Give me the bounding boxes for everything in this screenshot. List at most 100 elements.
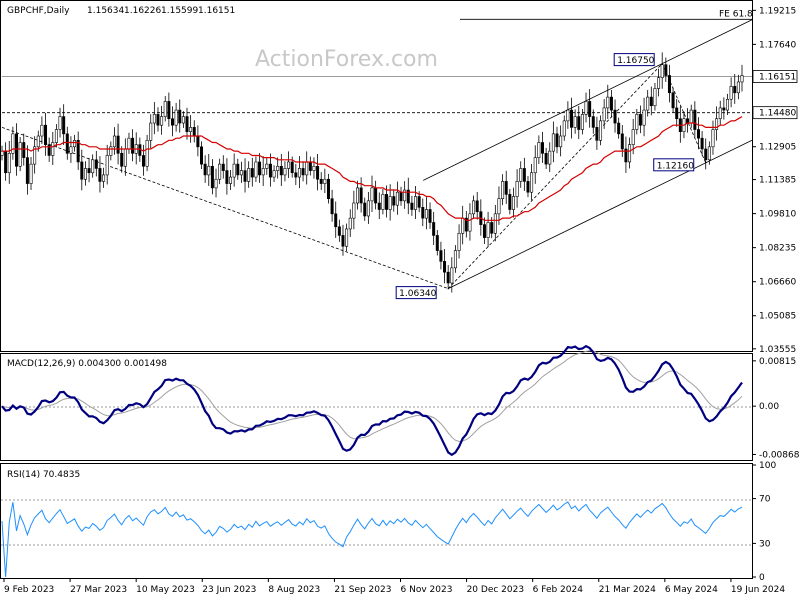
candle (181, 111, 185, 128)
price-tick-label: 1.16151 (759, 73, 796, 83)
candle (102, 167, 106, 188)
candle (657, 68, 661, 97)
candle (403, 181, 407, 209)
price-tick-label: 1.11385 (759, 176, 796, 186)
candle (33, 136, 37, 174)
candle (577, 105, 581, 140)
candle (472, 195, 476, 219)
candle (214, 168, 218, 198)
macd-main-line (1, 344, 743, 457)
candle (105, 144, 109, 185)
candle (359, 177, 363, 213)
time-tick-label: 21 Mar 2024 (599, 585, 656, 595)
candle (453, 245, 457, 273)
downtrend-line (1, 126, 449, 289)
candle (555, 126, 559, 154)
rsi-tick-label: 30 (759, 539, 771, 549)
candle (693, 101, 697, 138)
candle (722, 97, 726, 120)
candle (167, 92, 171, 127)
price-axis: 1.19215 1.17640 1.16151 1.14480 1.12905 1.113… (752, 6, 798, 355)
candle (537, 135, 541, 165)
time-tick-label: 8 Aug 2023 (268, 585, 320, 595)
candle (707, 141, 711, 165)
time-tick-label: 20 Dec 2023 (467, 585, 524, 595)
time-axis: 9 Feb 2023 27 Mar 2023 10 May 2023 23 Jun 2… (3, 578, 785, 595)
candle (218, 158, 222, 185)
candle (392, 189, 396, 212)
candle (530, 163, 534, 201)
annotation-fe: FE 61.8 (719, 9, 753, 19)
candle (112, 127, 116, 155)
candle (725, 93, 729, 115)
candle (704, 138, 708, 170)
candle (540, 131, 544, 163)
candle (250, 157, 254, 187)
candle (156, 107, 160, 132)
price-panel-frame (0, 0, 753, 352)
candle (51, 131, 55, 165)
candle (355, 180, 359, 210)
candle (613, 99, 617, 133)
price-panel-title: GBPCHF,Daily (7, 6, 70, 16)
candle (584, 92, 588, 123)
candle (283, 161, 287, 182)
candle (570, 97, 574, 139)
candle (443, 249, 447, 284)
candle (653, 83, 657, 111)
time-tick-label: 21 Sep 2023 (334, 585, 391, 595)
candle (461, 205, 465, 245)
rsi-panel: RSI(14) 70.4835 100 70 30 0 (0, 461, 776, 583)
candle (7, 140, 11, 184)
price-label-box (752, 106, 798, 120)
candle (649, 86, 653, 116)
candle (301, 161, 305, 182)
candle (482, 217, 486, 245)
candle (305, 151, 309, 185)
candle (330, 189, 334, 222)
candle (319, 172, 323, 190)
candle (345, 223, 349, 252)
annotation-low: 1.06340 (395, 286, 437, 300)
candle (192, 120, 196, 143)
price-tick-label: 1.14480 (759, 109, 796, 119)
time-tick-label: 23 Jun 2023 (202, 585, 256, 595)
candle (40, 116, 44, 144)
candle (203, 155, 207, 183)
candle (370, 175, 374, 212)
macd-tick-label: 0.00 (759, 402, 779, 412)
candle (493, 204, 497, 242)
candle (94, 150, 98, 177)
candles (0, 52, 744, 293)
candle (718, 100, 722, 126)
time-tick-label: 6 May 2024 (665, 585, 718, 595)
candle (635, 108, 639, 135)
svg-text:1.12160: 1.12160 (657, 161, 694, 171)
candle (667, 64, 671, 103)
candle (729, 77, 733, 108)
candle (316, 153, 320, 191)
price-tick-label: 1.09810 (759, 210, 796, 220)
candle (363, 197, 367, 221)
candle (414, 185, 418, 220)
candle (109, 141, 113, 161)
macd-tick-label: 0.00815 (759, 357, 796, 367)
time-tick-label: 10 May 2023 (136, 585, 195, 595)
candle (700, 131, 704, 156)
candle (446, 265, 450, 290)
candle (83, 161, 87, 186)
candle (566, 101, 570, 129)
annotation-high: 1.16750 (613, 53, 655, 67)
time-tick-label: 6 Nov 2023 (401, 585, 453, 595)
channel-upper-line (423, 19, 753, 181)
candle (261, 156, 265, 187)
candle (544, 147, 548, 169)
trend-lines (1, 18, 753, 289)
ohlc-open: 1.15634 (87, 6, 124, 16)
candle (120, 146, 124, 173)
candle (80, 149, 84, 191)
candle (69, 136, 73, 163)
candle (515, 169, 519, 208)
candle (254, 156, 258, 182)
